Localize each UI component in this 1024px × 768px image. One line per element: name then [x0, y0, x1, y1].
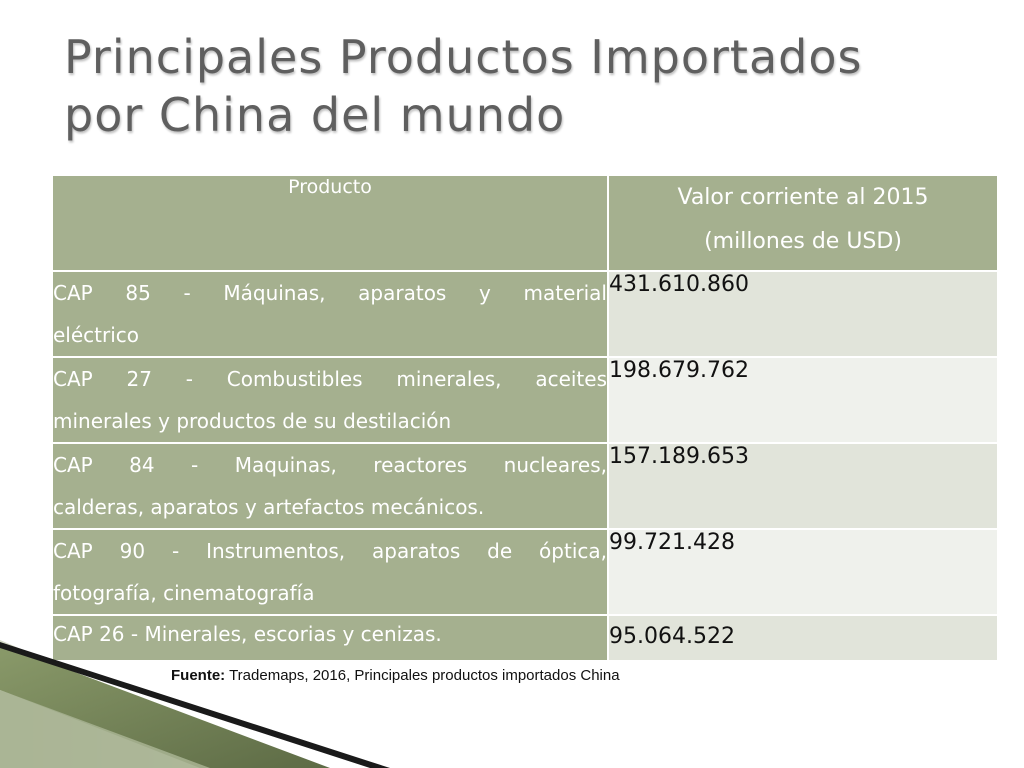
header-product-label: Producto	[288, 176, 372, 198]
product-line2: eléctrico	[53, 323, 140, 347]
product-cell: CAP 85 - Máquinas, aparatos y material e…	[51, 270, 609, 358]
source-text: Trademaps, 2016, Principales productos i…	[225, 667, 620, 684]
table-row: CAP 85 - Máquinas, aparatos y material e…	[51, 270, 999, 358]
header-product: Producto	[51, 174, 609, 272]
value-cell: 157.189.653	[607, 442, 999, 530]
product-line1: CAP 90 - Instrumentos, aparatos de óptic…	[53, 539, 607, 563]
product-line2: minerales y productos de su destilación	[53, 409, 452, 433]
product-cell: CAP 27 - Combustibles minerales, aceites…	[51, 356, 609, 444]
product-cell: CAP 84 - Maquinas, reactores nucleares, …	[51, 442, 609, 530]
source-note: Fuente: Trademaps, 2016, Principales pro…	[171, 667, 620, 684]
slide-title-line2: por China del mundo	[64, 88, 566, 142]
value-cell: 99.721.428	[607, 528, 999, 616]
header-value-line1: Valor corriente al 2015	[677, 185, 929, 210]
imports-table: Producto Valor corriente al 2015 (millon…	[51, 174, 999, 662]
source-label: Fuente:	[171, 667, 226, 684]
value-cell: 198.679.762	[607, 356, 999, 444]
header-value-line2: (millones de USD)	[704, 229, 902, 254]
product-line1: CAP 84 - Maquinas, reactores nucleares,	[53, 453, 607, 477]
table-row: CAP 26 - Minerales, escorias y cenizas. …	[51, 614, 999, 662]
table-header-row: Producto Valor corriente al 2015 (millon…	[51, 174, 999, 272]
product-line1: CAP 27 - Combustibles minerales, aceites	[53, 367, 607, 391]
product-line2: calderas, aparatos y artefactos mecánico…	[53, 495, 485, 519]
value-cell: 431.610.860	[607, 270, 999, 358]
table-row: CAP 90 - Instrumentos, aparatos de óptic…	[51, 528, 999, 616]
product-line2: fotografía, cinematografía	[53, 581, 315, 605]
product-line1: CAP 26 - Minerales, escorias y cenizas.	[53, 622, 442, 646]
header-value: Valor corriente al 2015 (millones de USD…	[607, 174, 999, 272]
product-cell: CAP 26 - Minerales, escorias y cenizas.	[51, 614, 609, 662]
table-row: CAP 27 - Combustibles minerales, aceites…	[51, 356, 999, 444]
slide-title: Principales Productos Importados por Chi…	[64, 28, 984, 144]
product-cell: CAP 90 - Instrumentos, aparatos de óptic…	[51, 528, 609, 616]
table-row: CAP 84 - Maquinas, reactores nucleares, …	[51, 442, 999, 530]
slide-title-line1: Principales Productos Importados	[64, 30, 863, 84]
product-line1: CAP 85 - Máquinas, aparatos y material	[53, 281, 607, 305]
decorative-swoosh	[0, 640, 390, 768]
value-cell: 95.064.522	[607, 614, 999, 662]
